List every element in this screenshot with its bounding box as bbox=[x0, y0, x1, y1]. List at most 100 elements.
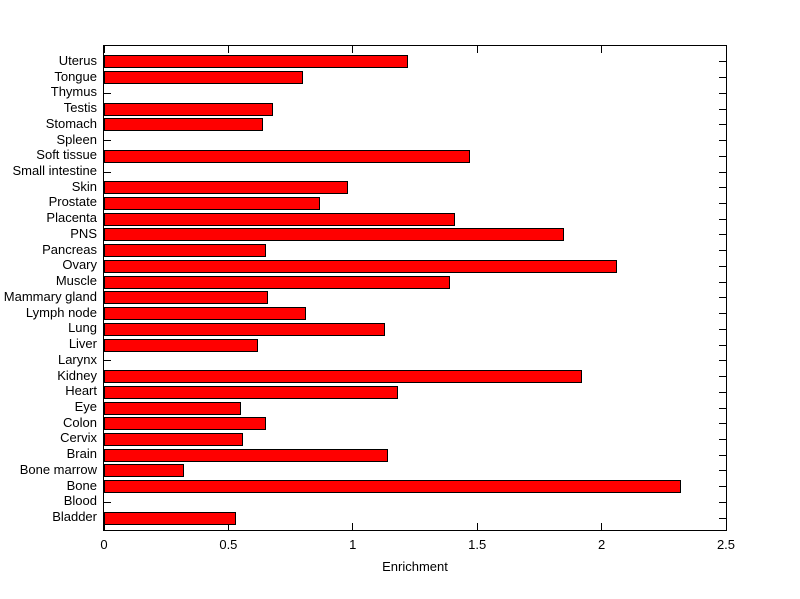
x-tick-top bbox=[103, 46, 105, 53]
ytick-label-tongue: Tongue bbox=[54, 68, 97, 84]
bar-eye bbox=[104, 401, 241, 415]
bar-placenta bbox=[104, 212, 455, 226]
y-tick-right bbox=[719, 470, 726, 472]
bar-ovary bbox=[104, 259, 617, 273]
ytick-label-small-intestine: Small intestine bbox=[12, 163, 97, 178]
ytick-label-muscle: Muscle bbox=[55, 273, 97, 289]
bar-soft-tissue bbox=[104, 149, 470, 163]
bar-prostate bbox=[104, 196, 321, 210]
x-tick-bottom bbox=[476, 523, 478, 530]
bar-skin bbox=[104, 181, 348, 195]
y-tick-right bbox=[719, 77, 726, 79]
bar-pns bbox=[104, 228, 565, 242]
y-tick-right bbox=[719, 517, 726, 519]
ytick-label-pns: PNS bbox=[70, 225, 97, 241]
bar-liver bbox=[104, 338, 259, 352]
x-tick-bottom bbox=[103, 523, 105, 530]
ytick-label-stomach: Stomach bbox=[45, 115, 97, 131]
y-tick-right bbox=[719, 92, 726, 94]
ytick-label-lymph-node: Lymph node bbox=[25, 304, 97, 320]
x-tick-top bbox=[227, 46, 229, 53]
bar-heart bbox=[104, 385, 398, 399]
ytick-label-ovary: Ovary bbox=[62, 257, 97, 273]
bar-tongue bbox=[104, 71, 304, 85]
y-tick-right bbox=[719, 218, 726, 220]
bar-colon bbox=[104, 417, 266, 431]
ytick-label-lung: Lung bbox=[68, 320, 97, 336]
bar-cervix bbox=[104, 432, 244, 446]
ytick-label-larynx: Larynx bbox=[57, 351, 97, 367]
ytick-label-kidney: Kidney bbox=[57, 367, 97, 383]
bar-uterus bbox=[104, 55, 408, 69]
y-tick-right bbox=[719, 124, 726, 126]
y-axis-tick-labels: Uterus Tongue Thymus Testis Stomach Spleen Sof… bbox=[0, 45, 97, 529]
bar-bone-marrow bbox=[104, 464, 184, 478]
x-tick-top bbox=[725, 46, 727, 53]
ytick-label-placenta: Placenta bbox=[46, 210, 97, 226]
y-tick-right bbox=[719, 297, 726, 299]
ytick-label-liver: Liver bbox=[68, 336, 97, 352]
bar-mammary-gland bbox=[104, 291, 269, 305]
x-tick-top bbox=[352, 46, 354, 53]
y-tick-right bbox=[719, 376, 726, 378]
x-tick-bottom bbox=[352, 523, 354, 530]
ytick-label-skin: Skin bbox=[71, 178, 97, 194]
xtick-label-0: 0 bbox=[100, 537, 108, 552]
y-tick-left bbox=[104, 171, 111, 173]
y-tick-right bbox=[719, 501, 726, 503]
ytick-label-pancreas: Pancreas bbox=[42, 241, 97, 257]
bar-bladder bbox=[104, 511, 236, 525]
y-tick-right bbox=[719, 250, 726, 252]
xtick-label-1.5: 1.5 bbox=[468, 537, 487, 552]
xtick-label-2.5: 2.5 bbox=[716, 537, 736, 552]
y-tick-right bbox=[719, 423, 726, 425]
y-tick-right bbox=[719, 454, 726, 456]
y-tick-right bbox=[719, 328, 726, 330]
ytick-label-cervix: Cervix bbox=[60, 430, 97, 446]
bar-pancreas bbox=[104, 244, 266, 258]
y-tick-right bbox=[719, 187, 726, 189]
y-tick-left bbox=[104, 360, 111, 362]
bar-muscle bbox=[104, 275, 450, 289]
ytick-label-heart: Heart bbox=[65, 383, 97, 399]
ytick-label-colon: Colon bbox=[63, 414, 97, 430]
y-tick-right bbox=[719, 140, 726, 142]
y-tick-right bbox=[719, 108, 726, 110]
ytick-label-blood: Blood bbox=[63, 493, 97, 509]
bar-testis bbox=[104, 102, 274, 116]
bar-brain bbox=[104, 448, 388, 462]
x-tick-top bbox=[601, 46, 603, 53]
ytick-label-testis: Testis bbox=[63, 100, 97, 116]
bar-kidney bbox=[104, 370, 582, 384]
y-tick-left bbox=[104, 92, 111, 94]
ytick-label-brain: Brain bbox=[66, 446, 97, 462]
bar-bone bbox=[104, 480, 682, 494]
y-tick-left bbox=[104, 501, 111, 503]
x-tick-top bbox=[476, 46, 478, 53]
y-tick-right bbox=[719, 265, 726, 267]
ytick-label-prostate: Prostate bbox=[48, 194, 97, 210]
x-tick-bottom bbox=[725, 523, 727, 530]
ytick-label-soft-tissue: Soft tissue bbox=[36, 147, 97, 163]
bar-lung bbox=[104, 322, 386, 336]
y-tick-right bbox=[719, 438, 726, 440]
y-tick-right bbox=[719, 234, 726, 236]
y-tick-left bbox=[104, 140, 111, 142]
bar-stomach bbox=[104, 118, 264, 132]
xtick-label-2: 2 bbox=[597, 537, 606, 552]
x-axis-label: Enrichment bbox=[382, 559, 448, 574]
y-tick-right bbox=[719, 407, 726, 409]
y-tick-right bbox=[719, 360, 726, 362]
ytick-label-thymus: Thymus bbox=[50, 84, 97, 100]
x-tick-bottom bbox=[601, 523, 603, 530]
ytick-label-eye: Eye bbox=[74, 399, 97, 414]
y-tick-right bbox=[719, 281, 726, 283]
xtick-label-0.5: 0.5 bbox=[219, 537, 238, 552]
ytick-label-bone-marrow: Bone marrow bbox=[19, 461, 97, 477]
bar-lymph-node bbox=[104, 307, 306, 321]
ytick-label-mammary-gland: Mammary gland bbox=[3, 288, 97, 304]
y-tick-right bbox=[719, 171, 726, 173]
x-tick-bottom bbox=[227, 523, 229, 530]
y-tick-right bbox=[719, 344, 726, 346]
